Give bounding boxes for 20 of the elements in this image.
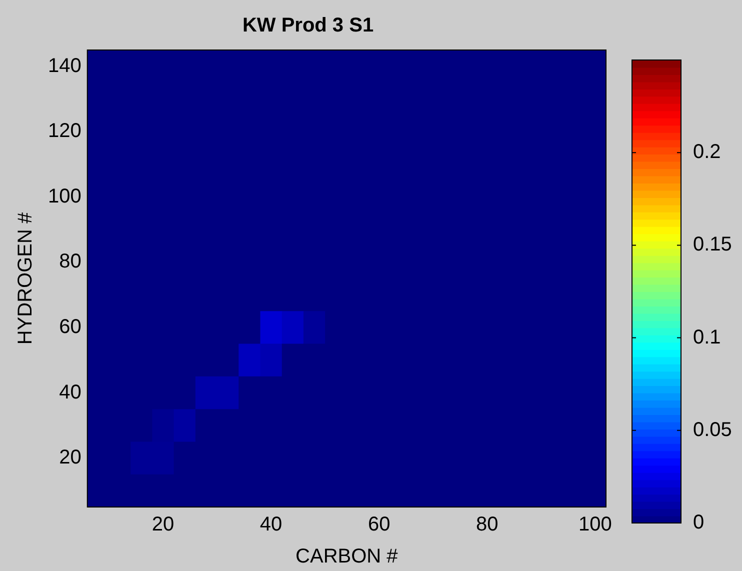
y-tick-label: 60	[59, 316, 82, 338]
y-tick-label: 20	[59, 446, 82, 469]
color-bar-label: 0.05	[693, 418, 732, 441]
color-bar-label: 0.15	[693, 234, 732, 256]
x-tick-label: 40	[260, 514, 282, 536]
y-tick-label: 40	[59, 381, 82, 404]
y-tick-label: 80	[59, 250, 82, 273]
x-tick-label: 80	[476, 514, 498, 536]
color-bar-label: 0.1	[693, 326, 721, 348]
y-axis-title: HYDROGEN #	[14, 212, 37, 345]
y-tick-label: 140	[48, 54, 82, 77]
chart-title: KW Prod 3 S1	[242, 14, 374, 37]
y-tick-label: 120	[48, 120, 82, 142]
x-tick-label: 60	[368, 514, 390, 536]
color-bar-label: 0.2	[693, 141, 721, 164]
x-tick-label: 20	[152, 514, 174, 536]
x-tick-label: 100	[578, 514, 612, 536]
y-tick-label: 100	[48, 185, 82, 208]
x-axis-title: CARBON #	[296, 546, 399, 568]
color-bar-label: 0	[693, 512, 704, 534]
